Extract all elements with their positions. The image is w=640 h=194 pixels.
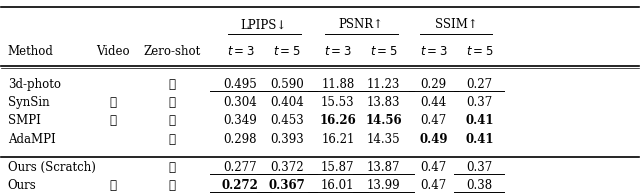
Text: 13.99: 13.99 — [367, 179, 401, 192]
Text: 16.21: 16.21 — [321, 133, 355, 146]
Text: 0.44: 0.44 — [420, 96, 447, 109]
Text: ✓: ✓ — [109, 96, 116, 109]
Text: ✓: ✓ — [109, 114, 116, 127]
Text: Method: Method — [8, 45, 54, 58]
Text: Ours (Scratch): Ours (Scratch) — [8, 161, 95, 174]
Text: 0.367: 0.367 — [269, 179, 305, 192]
Text: ✓: ✓ — [109, 179, 116, 192]
Text: 14.56: 14.56 — [365, 114, 402, 127]
Text: 0.349: 0.349 — [223, 114, 257, 127]
Text: 0.393: 0.393 — [270, 133, 304, 146]
Text: $t = 3$: $t = 3$ — [420, 45, 447, 58]
Text: 3d-photo: 3d-photo — [8, 78, 61, 91]
Text: 13.87: 13.87 — [367, 161, 401, 174]
Text: Ours: Ours — [8, 179, 36, 192]
Text: 0.37: 0.37 — [466, 161, 492, 174]
Text: 15.87: 15.87 — [321, 161, 355, 174]
Text: 0.29: 0.29 — [420, 78, 447, 91]
Text: SMPI: SMPI — [8, 114, 40, 127]
Text: 11.88: 11.88 — [321, 78, 355, 91]
Text: $t = 5$: $t = 5$ — [466, 45, 493, 58]
Text: 14.35: 14.35 — [367, 133, 401, 146]
Text: 0.47: 0.47 — [420, 161, 447, 174]
Text: ✓: ✓ — [169, 114, 175, 127]
Text: 0.41: 0.41 — [465, 114, 493, 127]
Text: 0.47: 0.47 — [420, 179, 447, 192]
Text: 0.590: 0.590 — [270, 78, 304, 91]
Text: ✓: ✓ — [169, 179, 175, 192]
Text: 15.53: 15.53 — [321, 96, 355, 109]
Text: 0.272: 0.272 — [222, 179, 259, 192]
Text: LPIPS↓: LPIPS↓ — [240, 18, 287, 31]
Text: SSIM↑: SSIM↑ — [435, 18, 477, 31]
Text: ✓: ✓ — [169, 78, 175, 91]
Text: 0.277: 0.277 — [223, 161, 257, 174]
Text: ✓: ✓ — [169, 133, 175, 146]
Text: $t = 3$: $t = 3$ — [324, 45, 351, 58]
Text: 0.49: 0.49 — [419, 133, 447, 146]
Text: ✓: ✓ — [169, 96, 175, 109]
Text: 0.404: 0.404 — [270, 96, 304, 109]
Text: 0.37: 0.37 — [466, 96, 492, 109]
Text: 0.495: 0.495 — [223, 78, 257, 91]
Text: 16.01: 16.01 — [321, 179, 355, 192]
Text: PSNR↑: PSNR↑ — [339, 18, 383, 31]
Text: 11.23: 11.23 — [367, 78, 401, 91]
Text: 0.372: 0.372 — [270, 161, 303, 174]
Text: SynSin: SynSin — [8, 96, 49, 109]
Text: 0.453: 0.453 — [270, 114, 304, 127]
Text: 0.298: 0.298 — [223, 133, 257, 146]
Text: ✓: ✓ — [169, 161, 175, 174]
Text: 13.83: 13.83 — [367, 96, 401, 109]
Text: $t = 3$: $t = 3$ — [227, 45, 254, 58]
Text: 0.41: 0.41 — [465, 133, 493, 146]
Text: 0.38: 0.38 — [467, 179, 492, 192]
Text: Video: Video — [96, 45, 130, 58]
Text: Zero-shot: Zero-shot — [143, 45, 201, 58]
Text: AdaMPI: AdaMPI — [8, 133, 56, 146]
Text: 16.26: 16.26 — [319, 114, 356, 127]
Text: $t = 5$: $t = 5$ — [273, 45, 301, 58]
Text: 0.304: 0.304 — [223, 96, 257, 109]
Text: $t = 5$: $t = 5$ — [370, 45, 397, 58]
Text: 0.47: 0.47 — [420, 114, 447, 127]
Text: 0.27: 0.27 — [467, 78, 492, 91]
